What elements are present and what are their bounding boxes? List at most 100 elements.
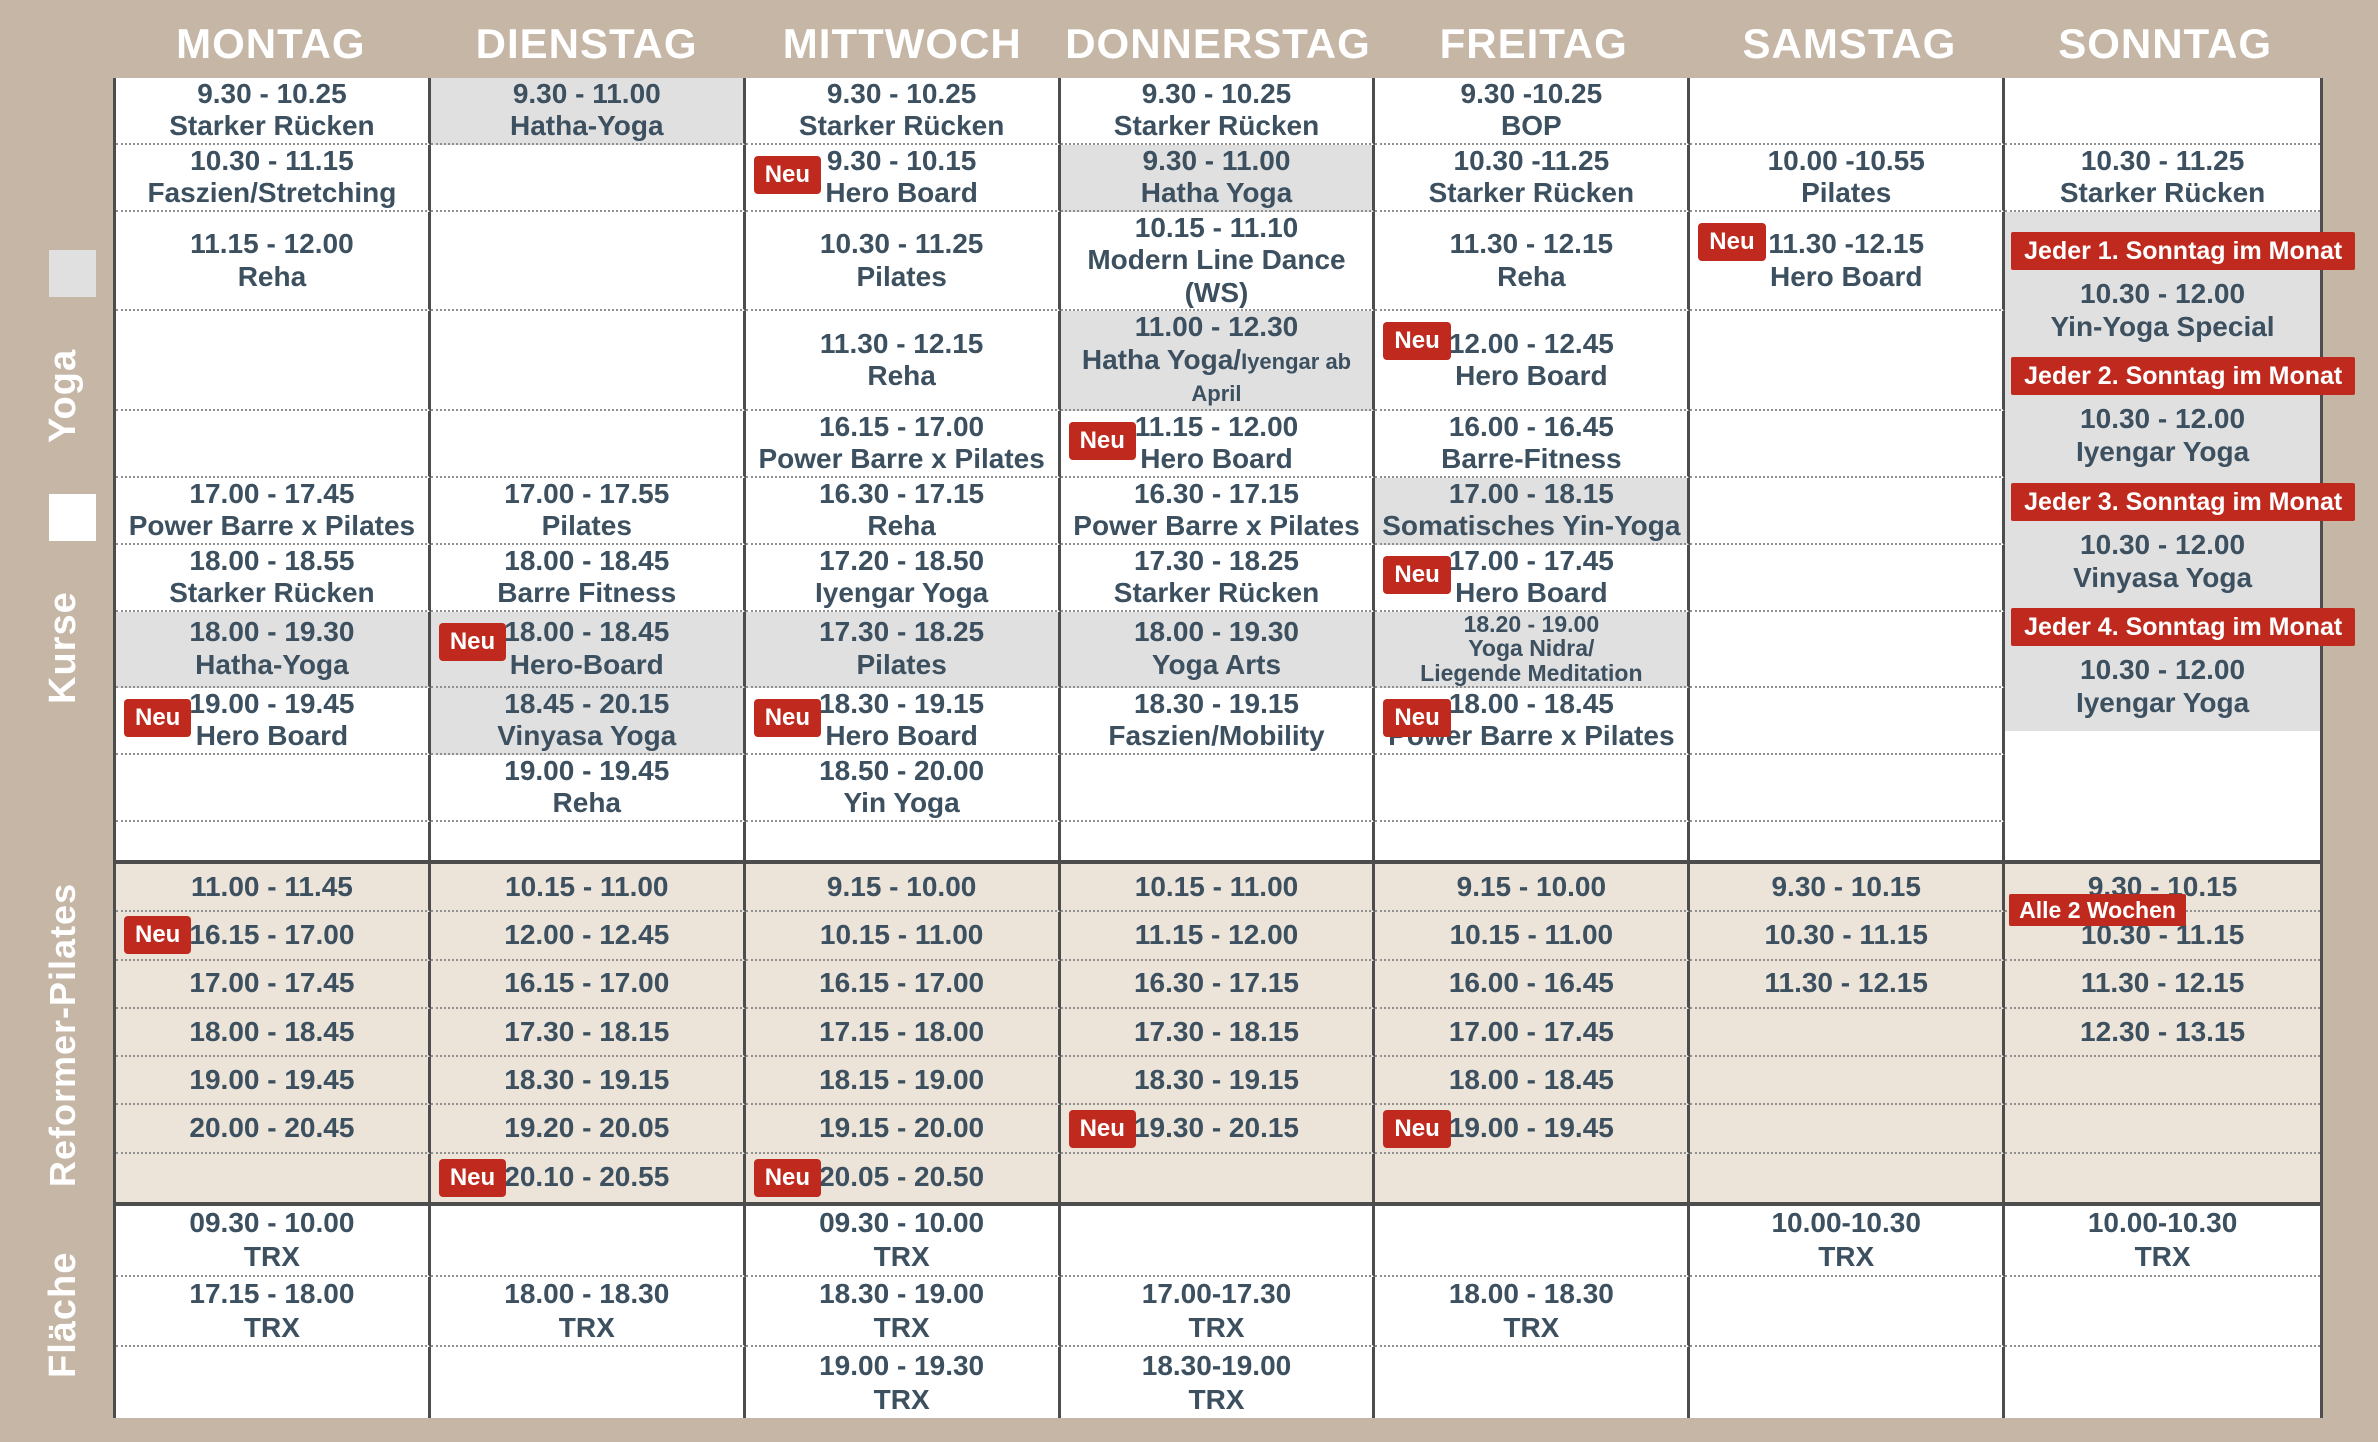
schedule-cell: 10.15 - 11.00 xyxy=(745,912,1061,961)
class-time: 17.00 - 17.45 xyxy=(189,967,355,999)
neu-badge: Neu xyxy=(753,698,822,737)
class-time: 10.30 - 12.00 xyxy=(2080,528,2246,560)
class-name: Hatha Yoga xyxy=(1140,177,1293,209)
schedule-cell: 16.15 - 17.00 xyxy=(745,960,1061,1009)
class-time: 18.00 - 18.45 xyxy=(1448,1063,1614,1095)
reformer-flaeche-divider xyxy=(116,1202,2320,1206)
schedule-cell: 10.00 -10.55 Pilates xyxy=(1690,144,2006,212)
schedule-cell: Neu 12.00 - 12.45 Hero Board xyxy=(1375,311,1691,411)
class-time: 10.30 -11.25 xyxy=(1453,144,1610,176)
day-header: MITTWOCH xyxy=(782,20,1022,67)
sunday-special-group: Jeder 3. Sonntag im Monat 10.30 - 12.00 Vi… xyxy=(2005,482,2356,594)
schedule-cell xyxy=(1690,1347,2006,1418)
class-time: 9.30 - 10.25 xyxy=(197,78,347,109)
sunday-special-group: Jeder 2. Sonntag im Monat 10.30 - 12.00 Iy… xyxy=(2005,357,2356,468)
class-time: 10.30 - 11.15 xyxy=(1764,919,1928,951)
class-time: 18.30 - 19.00 xyxy=(819,1277,985,1309)
neu-badge: Neu xyxy=(1698,222,1766,261)
schedule-cell xyxy=(2005,1153,2320,1202)
class-name: Yoga Nidra/ Liegende Meditation xyxy=(1420,635,1643,687)
schedule-cell: 18.45 - 20.15 Vinyasa Yoga xyxy=(430,687,746,755)
neu-badge: Neu xyxy=(438,1158,507,1197)
schedule-cell xyxy=(116,821,431,860)
class-time: 18.00 - 18.45 xyxy=(504,544,670,576)
day-header: DIENSTAG xyxy=(475,20,698,67)
sunday-special-group: Jeder 1. Sonntag im Monat 10.30 - 12.00 Yi… xyxy=(2005,231,2356,343)
class-time: 18.45 - 20.15 xyxy=(504,687,670,719)
schedule-cell: 17.15 - 18.00 TRX xyxy=(116,1276,431,1348)
class-time: 16.15 - 17.00 xyxy=(189,919,355,951)
class-name: Starker Rücken xyxy=(169,110,375,142)
schedule-cell: 10.00-10.30 TRX xyxy=(1690,1206,2006,1277)
class-time: 20.05 - 20.50 xyxy=(819,1161,985,1193)
sunday-special-block: Jeder 1. Sonntag im Monat 10.30 - 12.00 Yi… xyxy=(2005,211,2356,731)
schedule-cell: 16.30 - 17.15 xyxy=(1060,960,1376,1009)
schedule-cell xyxy=(745,821,1061,860)
class-time: 10.15 - 11.00 xyxy=(1134,870,1299,902)
schedule-cell: 11.30 - 12.15 Reha xyxy=(745,311,1061,411)
schedule-cell: Neu 20.05 - 20.50 xyxy=(745,1153,1061,1202)
class-name: Somatisches Yin-Yoga xyxy=(1382,510,1681,542)
class-time: 19.00 - 19.30 xyxy=(819,1349,985,1381)
class-name: Hero-Board xyxy=(509,648,664,680)
schedule-cell: 17.30 - 18.15 xyxy=(1060,1008,1376,1058)
schedule-cell: 17.00 - 17.45 Power Barre x Pilates xyxy=(116,477,431,545)
schedule-cell: 17.30 - 18.15 xyxy=(430,1008,746,1058)
class-time: 19.15 - 20.00 xyxy=(819,1112,985,1144)
schedule-cell: 18.00 - 18.55 Starker Rücken xyxy=(116,544,431,612)
schedule-cell xyxy=(116,1347,431,1418)
schedule-cell xyxy=(430,410,746,478)
schedule-cell: 17.00 - 17.45 xyxy=(116,960,431,1009)
class-name: TRX xyxy=(243,1241,300,1273)
sunday-special-cell: Jeder 1. Sonntag im Monat 10.30 - 12.00 Yi… xyxy=(2005,211,2356,860)
schedule-cell: 17.00 - 17.45 xyxy=(1375,1008,1691,1058)
schedule-cell xyxy=(1690,611,2006,688)
schedule-cell xyxy=(1375,754,1691,822)
class-time: 10.30 - 11.25 xyxy=(2080,144,2245,176)
schedule-cell: 16.15 - 17.00 Power Barre x Pilates xyxy=(745,410,1061,478)
schedule-cell: Neu 11.30 -12.15 Hero Board xyxy=(1690,211,2006,312)
schedule-table: 9.30 - 10.25 Starker Rücken 10.30 - 11.15 F… xyxy=(113,78,2356,1418)
class-name: Hero Board xyxy=(1140,443,1293,475)
class-time: 11.30 - 12.15 xyxy=(819,327,984,359)
schedule-cell: 9.30 - 10.15 xyxy=(1690,864,2006,913)
neu-badge: Neu xyxy=(438,622,507,661)
neu-badge: Neu xyxy=(753,1158,822,1197)
neu-badge: Neu xyxy=(1383,322,1451,361)
schedule-cell xyxy=(1060,1206,1376,1277)
day-header: SAMSTAG xyxy=(1742,20,1957,67)
schedule-cell: Neu 19.00 - 19.45 xyxy=(1375,1105,1691,1154)
schedule-cell xyxy=(430,211,746,312)
schedule-cell: 19.20 - 20.05 xyxy=(430,1105,746,1154)
schedule-cell: 12.30 - 13.15 xyxy=(2005,1008,2320,1058)
class-time: 18.50 - 20.00 xyxy=(819,754,985,786)
class-time: 18.30 - 19.15 xyxy=(1133,1063,1299,1095)
class-time: 10.15 - 11.00 xyxy=(819,919,984,951)
schedule-cell xyxy=(2005,1057,2320,1106)
class-name: Reha xyxy=(1497,260,1566,292)
class-name: Iyengar Yoga xyxy=(2075,687,2250,719)
class-name: TRX xyxy=(558,1311,615,1343)
class-name: Hatha-Yoga xyxy=(195,648,349,680)
class-time: 17.30 - 18.15 xyxy=(504,1015,670,1047)
class-time: 9.30 -10.25 xyxy=(1460,78,1603,109)
schedule-cell xyxy=(116,1153,431,1202)
class-time: 19.20 - 20.05 xyxy=(504,1112,670,1144)
class-name: TRX xyxy=(2134,1241,2191,1273)
class-time: 19.00 - 19.45 xyxy=(189,1063,355,1095)
class-time: 17.00 - 17.55 xyxy=(504,477,670,509)
schedule-cell xyxy=(2005,1347,2320,1418)
schedule-cell: Neu 18.00 - 18.45 Power Barre x Pilates xyxy=(1375,687,1691,755)
class-time: 10.30 - 12.00 xyxy=(2080,403,2246,435)
schedule-cell: 10.15 - 11.10 Modern Line Dance (WS) xyxy=(1060,211,1376,312)
neu-badge: Neu xyxy=(753,155,822,194)
class-time: 10.30 - 11.15 xyxy=(190,144,354,176)
class-time: 11.00 - 12.30 xyxy=(1134,311,1299,343)
class-time: 17.15 - 18.00 xyxy=(189,1277,355,1309)
class-time: 9.30 - 10.25 xyxy=(826,78,977,109)
day-header: SONNTAG xyxy=(2058,20,2273,67)
schedule-cell: 10.15 - 11.00 xyxy=(430,864,746,913)
class-time: 17.30 - 18.25 xyxy=(819,616,985,648)
class-time: 19.30 - 20.15 xyxy=(1133,1112,1299,1144)
schedule-cell xyxy=(1690,311,2006,411)
